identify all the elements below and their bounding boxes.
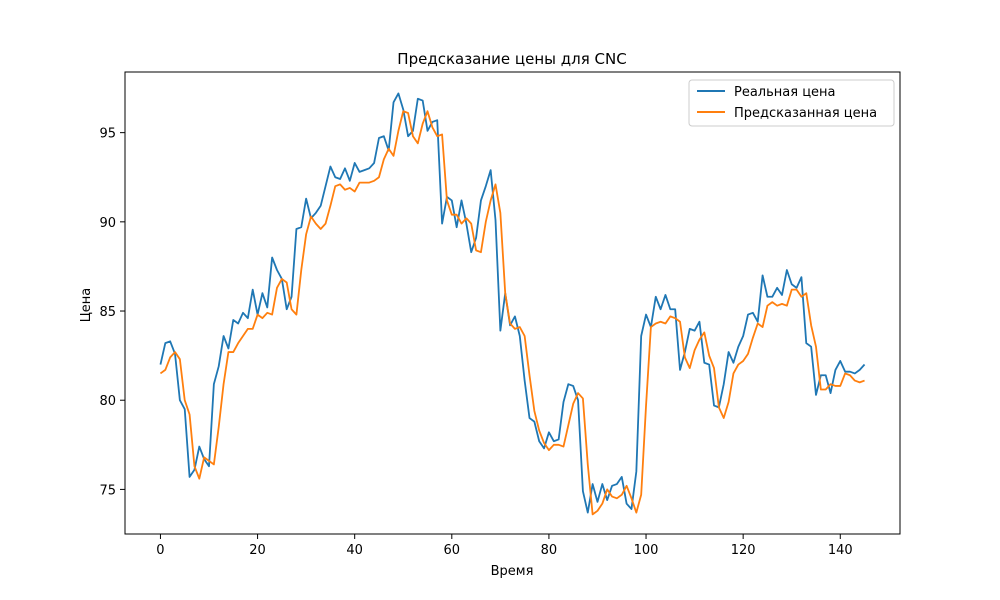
plot-frame	[124, 71, 901, 535]
x-tick-label: 80	[541, 543, 558, 558]
y-tick-label: 95	[99, 127, 116, 142]
y-axis-label: Цена	[79, 288, 94, 323]
y-tick-label: 85	[99, 305, 116, 320]
ticks-layer: 0 20 40 60 80 100 120 140 75 80 85 90 95	[99, 127, 852, 558]
plot-area	[124, 71, 901, 535]
x-tick-label: 120	[731, 543, 756, 558]
x-tick-label: 20	[249, 543, 266, 558]
legend-label-predicted: Предсказанная цена	[734, 106, 877, 121]
series-layer	[159, 92, 866, 516]
y-tick-label: 90	[99, 216, 116, 231]
y-tick-label: 80	[99, 394, 116, 409]
x-tick-label: 0	[156, 543, 164, 558]
x-tick-label: 60	[444, 543, 461, 558]
x-tick-label: 140	[828, 543, 853, 558]
x-tick-label: 100	[634, 543, 659, 558]
predicted-price-line	[159, 110, 865, 516]
legend-label-real: Реальная цена	[734, 85, 836, 100]
x-tick-label: 40	[346, 543, 363, 558]
real-price-line	[159, 92, 866, 514]
legend-box	[688, 79, 895, 127]
legend: Реальная цена Предсказанная цена	[688, 79, 895, 127]
x-axis-label: Время	[491, 564, 534, 579]
y-tick-label: 75	[99, 483, 116, 498]
chart-title: Предсказание цены для CNC	[397, 50, 626, 68]
